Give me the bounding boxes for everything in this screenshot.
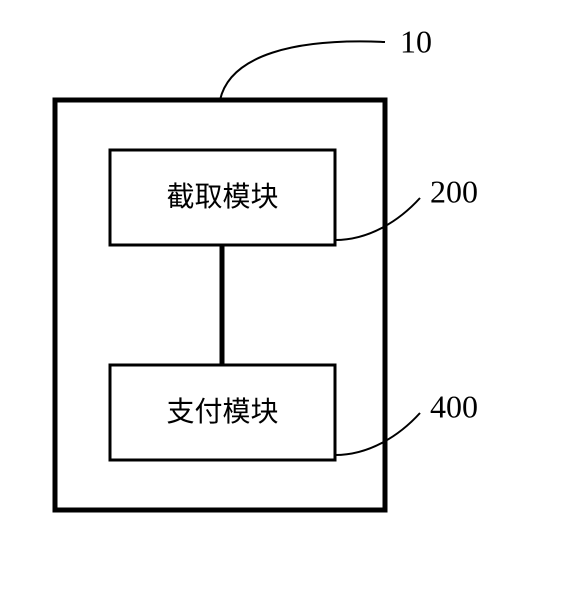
- callout-200-label: 200: [430, 173, 478, 209]
- callout-400: 400: [335, 388, 478, 455]
- node-400: 支付模块: [110, 365, 335, 460]
- callout-10-label: 10: [400, 23, 432, 59]
- callout-400-label: 400: [430, 388, 478, 424]
- node-200: 截取模块: [110, 150, 335, 245]
- callout-10-leader: [220, 41, 385, 100]
- callout-400-leader: [335, 413, 420, 455]
- callout-200: 200: [335, 173, 478, 240]
- callout-200-leader: [335, 198, 420, 240]
- node-200-label: 截取模块: [166, 181, 278, 213]
- diagram-canvas: 截取模块 支付模块 10 200 400: [0, 0, 585, 599]
- callout-10: 10: [220, 23, 432, 100]
- node-400-label: 支付模块: [166, 396, 278, 428]
